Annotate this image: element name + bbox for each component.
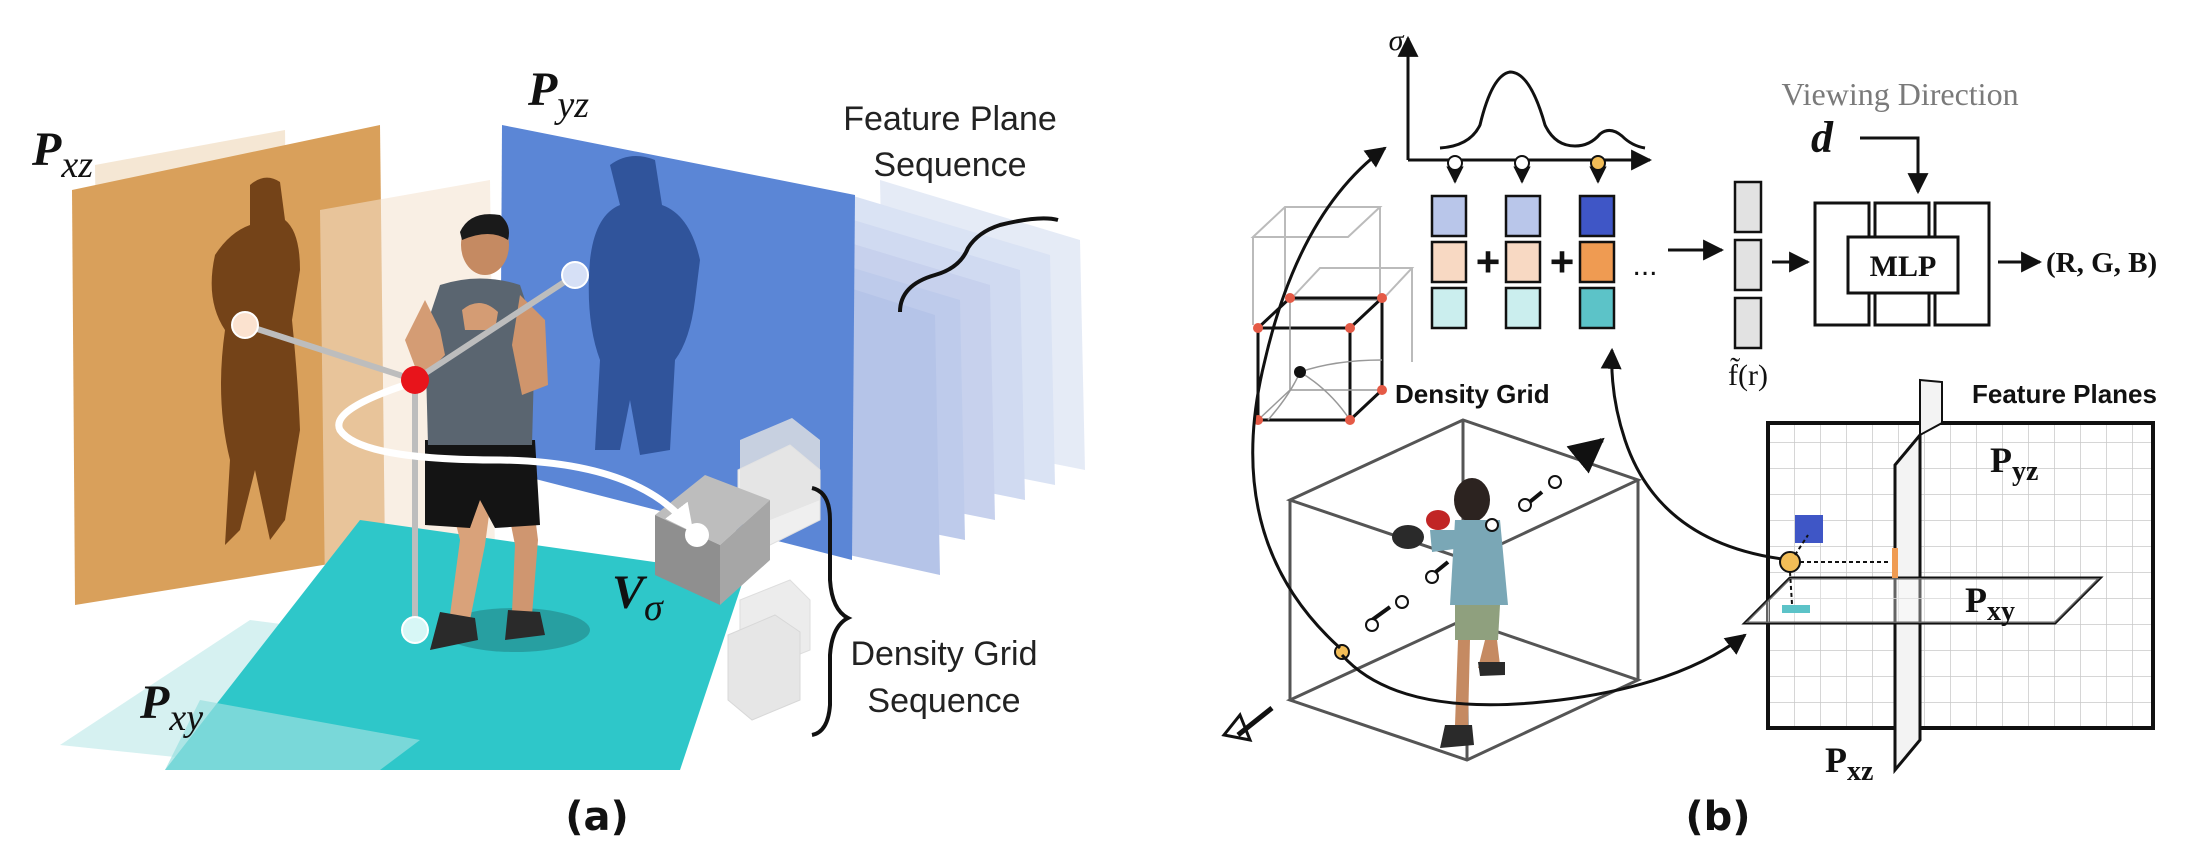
p-xy-plane-edge xyxy=(165,700,420,770)
mlp-label: MLP xyxy=(1870,250,1937,283)
viewing-direction-label: Viewing Direction xyxy=(1781,76,2018,112)
density-curve xyxy=(1439,70,1646,150)
p-yz-shadow xyxy=(588,156,700,455)
arrow-sample-to-planes xyxy=(1340,633,1747,707)
pyz-label: Pyz xyxy=(1990,440,2038,487)
d-label: d xyxy=(1811,113,1834,162)
v-sigma-label: Vσ xyxy=(612,566,664,629)
joint-yz xyxy=(561,261,589,289)
arrow-planes-to-features xyxy=(1600,347,1791,562)
plus-1: + xyxy=(1476,238,1501,285)
p-xy-label: Pxy xyxy=(139,676,203,739)
feature-seq-label-1: Feature Plane xyxy=(843,100,1057,138)
panel-b: σ + + ... xyxy=(1221,24,2157,840)
arrow-d-to-mlp xyxy=(1860,136,1929,195)
plane-pyz xyxy=(1766,421,2155,730)
ellipsis: ... xyxy=(1632,249,1657,282)
joint-center xyxy=(401,366,429,394)
density-seq-label-2: Sequence xyxy=(867,682,1020,720)
panel-a: Pxz Pyz Pxy Vσ Feature Plane Sequence De… xyxy=(31,63,1085,840)
sigma-label: σ xyxy=(1389,24,1405,57)
feature-seq-brace xyxy=(898,216,1059,313)
p-xz-shadow xyxy=(211,177,300,546)
joint-xy xyxy=(401,616,429,644)
boxer-figure xyxy=(1392,478,1508,748)
arrow-to-sigma xyxy=(1251,146,1387,650)
rgb-label: (R, G, B) xyxy=(2046,247,2157,279)
caption-a: (a) xyxy=(565,794,629,840)
caption-b: (b) xyxy=(1685,794,1750,840)
feature-planes xyxy=(1741,378,2155,775)
density-grid-label: Density Grid xyxy=(1395,379,1550,409)
feature-seq-label-2: Sequence xyxy=(873,146,1026,184)
aggregated-feature xyxy=(1733,180,1763,350)
pxy-label: Pxy xyxy=(1965,580,2015,627)
plane-pxy xyxy=(1741,576,2104,625)
p-yz-label: Pyz xyxy=(527,63,589,126)
joint-xz xyxy=(231,311,259,339)
density-seq-brace xyxy=(811,486,853,737)
feature-planes-label: Feature Planes xyxy=(1972,379,2157,409)
pxz-label: Pxz xyxy=(1825,740,1873,787)
sample-ray xyxy=(1221,437,1605,742)
f-r-label: f̃(r) xyxy=(1728,358,1768,392)
mlp-block xyxy=(1813,201,1991,327)
joint-cube xyxy=(685,523,709,547)
feature-stack-3 xyxy=(1578,194,1616,330)
sigma-plot: σ xyxy=(1389,24,1653,184)
plus-2: + xyxy=(1550,238,1575,285)
person-figure xyxy=(405,214,590,652)
p-xy-plane xyxy=(165,520,745,770)
feature-stack-2 xyxy=(1504,194,1542,330)
density-seq-label-1: Density Grid xyxy=(850,635,1037,673)
feature-stack-1 xyxy=(1430,194,1468,330)
projection-rods xyxy=(242,272,578,633)
p-xz-label: Pxz xyxy=(31,123,93,186)
sweep-arrow xyxy=(335,381,694,533)
